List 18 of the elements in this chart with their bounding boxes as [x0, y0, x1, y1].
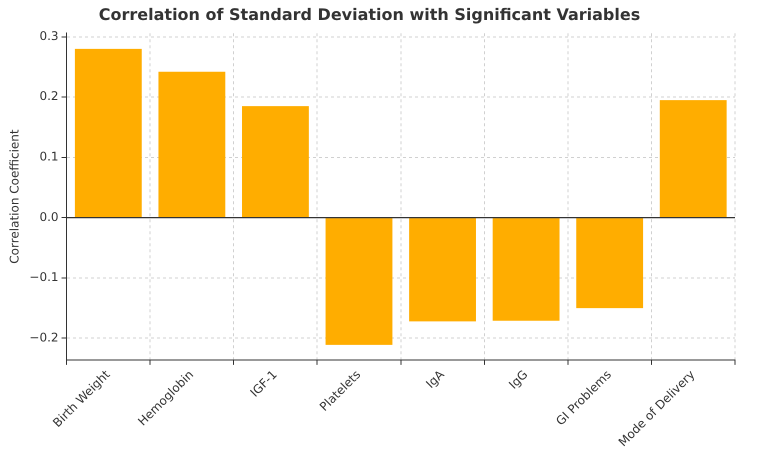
y-tick-label: −0.1	[29, 270, 59, 284]
bar	[576, 218, 644, 308]
y-tick-label: 0.0	[39, 210, 59, 224]
bar	[492, 218, 560, 321]
chart-title: Correlation of Standard Deviation with Significant Variables	[98, 4, 640, 24]
x-tick-label: IgG	[506, 367, 530, 392]
y-axis-title: Correlation Coefficient	[7, 129, 22, 264]
bar	[74, 48, 142, 218]
bar	[242, 106, 309, 218]
y-tick-label: 0.1	[39, 149, 59, 164]
bar	[409, 218, 476, 322]
bar	[326, 218, 392, 345]
bar	[660, 100, 727, 218]
y-tick-label: 0.2	[39, 89, 59, 104]
y-tick-label: −0.2	[29, 330, 59, 344]
bar	[158, 72, 226, 218]
y-tick-label: 0.3	[39, 28, 59, 43]
x-tick-label: IgA	[423, 366, 448, 392]
